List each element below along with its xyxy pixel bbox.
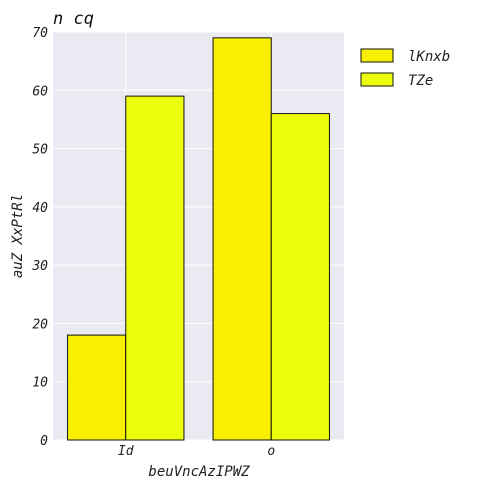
legend-swatch: [360, 72, 394, 87]
y-tick-label: 70: [32, 26, 48, 41]
legend-swatch: [360, 48, 394, 63]
y-tick-label: 10: [32, 376, 48, 391]
x-axis-ticks: Id o: [118, 444, 275, 459]
y-tick-label: 50: [32, 143, 48, 158]
legend-label: lKnxb: [408, 49, 450, 65]
legend: lKnxb TZe: [360, 48, 450, 89]
x-tick-label: o: [267, 444, 275, 459]
x-tick-label: Id: [118, 444, 134, 459]
bar: [212, 37, 272, 441]
y-tick-label: 60: [32, 84, 48, 99]
bar: [125, 95, 185, 441]
bar: [270, 113, 330, 441]
y-tick-label: 0: [40, 434, 48, 449]
bar: [67, 334, 127, 441]
y-axis-label: auZ XxPtRl: [10, 194, 26, 278]
legend-label: TZe: [408, 73, 433, 89]
y-tick-label: 20: [32, 317, 48, 332]
y-tick-label: 40: [32, 201, 48, 216]
y-axis-ticks: 0 10 20 30 40 50 60 70: [31, 26, 48, 449]
y-tick-label: 30: [31, 259, 48, 274]
bars: [67, 37, 330, 441]
chart-title: n cq: [53, 9, 94, 29]
x-axis-label: beuVncAzIPWZ: [148, 464, 250, 480]
